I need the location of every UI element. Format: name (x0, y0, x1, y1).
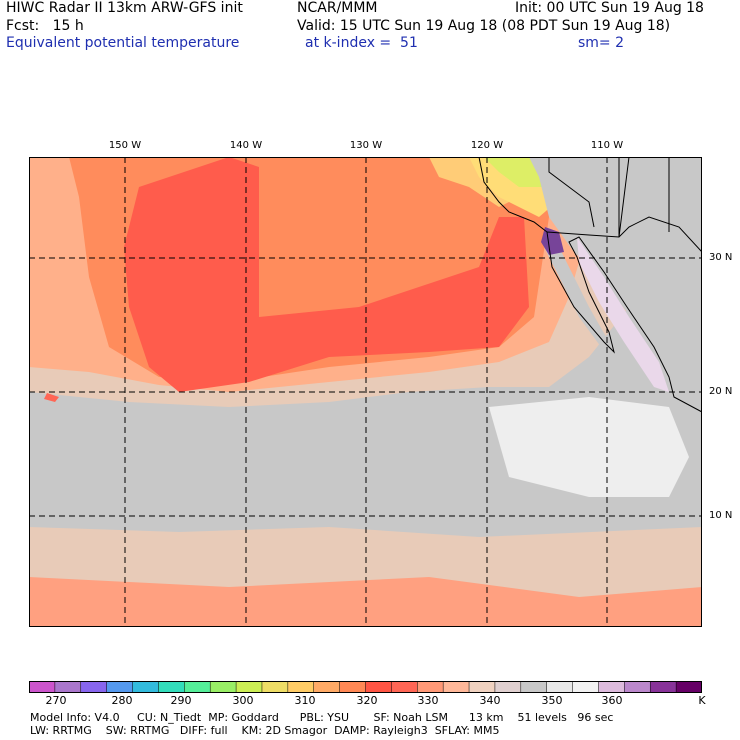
colorbar-cell (313, 681, 341, 693)
pale-region-mexico (489, 397, 689, 497)
colorbar-tick-290: 290 (170, 694, 192, 707)
colorbar-cell (80, 681, 108, 693)
valid-time: Valid: 15 UTC Sun 19 Aug 18 (08 PDT Sun … (297, 18, 671, 34)
lat-label-20n: 20 N (709, 386, 733, 397)
colorbar-cell (572, 681, 600, 693)
forecast-hour: Fcst: 15 h (6, 18, 84, 34)
colorbar-tick-280: 280 (111, 694, 133, 707)
title-line-1: HIWC Radar II 13km ARW-GFS init (6, 0, 243, 16)
colorbar-cell (624, 681, 651, 693)
init-time: Init: 00 UTC Sun 19 Aug 18 (515, 0, 704, 16)
model-info-line-2: LW: RRTMG SW: RRTMG DIFF: full KM: 2D Sm… (30, 724, 500, 737)
colorbar-cell (287, 681, 315, 693)
colorbar-cell (184, 681, 211, 693)
colorbar-cell (468, 681, 496, 693)
field-name: Equivalent potential temperature (6, 35, 240, 51)
baja-peninsula (544, 227, 609, 347)
colorbar-cell (365, 681, 393, 693)
lon-label-130w: 130 W (349, 140, 383, 151)
colorbar-tick-300: 300 (232, 694, 254, 707)
model-info-line-1: Model Info: V4.0 CU: N_Tiedt MP: Goddard… (30, 711, 614, 724)
colorbar-cell (546, 681, 574, 693)
colorbar-cell (235, 681, 263, 693)
lon-label-140w: 140 W (229, 140, 263, 151)
colorbar-tick-340: 340 (479, 694, 501, 707)
hawaii-islands (44, 393, 59, 402)
land-north-america (529, 157, 702, 397)
colorbar-cell (442, 681, 470, 693)
graticule (29, 157, 702, 627)
coastline (478, 157, 702, 413)
map-frame (29, 157, 702, 627)
colorbar-cell (675, 681, 702, 693)
colorbar-cell (106, 681, 134, 693)
colorbar-cell (494, 681, 522, 693)
colorbar-unit: K (698, 694, 706, 707)
colorbar-cell (417, 681, 444, 693)
high-theta-e-spot (541, 227, 564, 255)
colorbar-cell (158, 681, 186, 693)
colorbar (29, 681, 702, 693)
k-index-label: at k-index = 51 (305, 35, 418, 51)
lon-label-150w: 150 W (108, 140, 142, 151)
us-mexico-border (546, 216, 702, 253)
state-borders (548, 157, 670, 238)
gulf-of-california (577, 237, 669, 392)
colorbar-cell (29, 681, 56, 693)
colorbar-cell (209, 681, 237, 693)
institution-label: NCAR/MMM (297, 0, 378, 16)
colorbar-cell (391, 681, 419, 693)
colorbar-cell (54, 681, 82, 693)
colorbar-cell (520, 681, 548, 693)
colorbar-cell (132, 681, 160, 693)
colorbar-tick-350: 350 (541, 694, 563, 707)
colorbar-cell (649, 681, 677, 693)
lat-label-10n: 10 N (709, 510, 733, 521)
colorbar-cell (261, 681, 289, 693)
colorbar-tick-320: 320 (356, 694, 378, 707)
theta-e-map (29, 157, 702, 627)
colorbar-tick-330: 330 (417, 694, 439, 707)
colorbar-tick-360: 360 (601, 694, 623, 707)
lon-label-110w: 110 W (590, 140, 624, 151)
smoothing-label: sm= 2 (578, 35, 625, 51)
colorbar-tick-270: 270 (45, 694, 67, 707)
colorbar-cell (339, 681, 367, 693)
colorbar-tick-310: 310 (294, 694, 316, 707)
lat-label-30n: 30 N (709, 252, 733, 263)
red-region (124, 157, 529, 392)
lon-label-120w: 120 W (470, 140, 504, 151)
colorbar-cell (598, 681, 626, 693)
